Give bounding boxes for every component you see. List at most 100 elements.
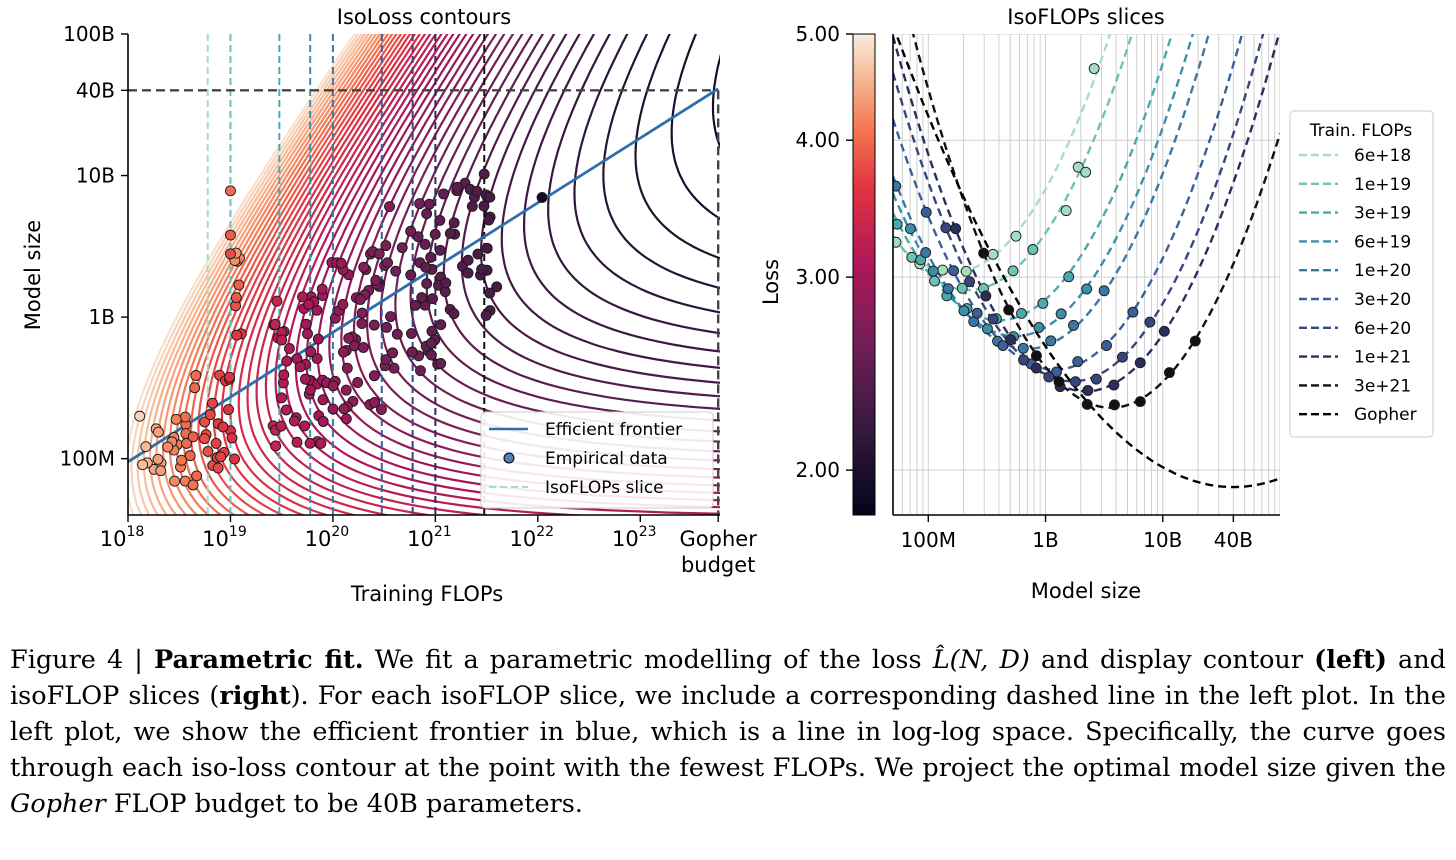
empirical-point bbox=[1134, 357, 1146, 369]
empirical-point bbox=[311, 353, 323, 364]
empirical-point bbox=[1068, 319, 1079, 331]
empirical-point bbox=[390, 265, 402, 277]
empirical-point bbox=[1116, 351, 1128, 363]
empirical-point bbox=[335, 257, 347, 269]
empirical-point bbox=[462, 267, 474, 279]
isoflop-curve bbox=[893, 34, 1112, 274]
caption-title: Parametric fit. bbox=[154, 645, 364, 675]
empirical-point bbox=[1053, 376, 1065, 388]
empirical-point bbox=[987, 248, 999, 260]
y-tick-label: 10B bbox=[76, 164, 115, 188]
iso-loss-contour bbox=[168, 34, 382, 515]
efficient-frontier bbox=[128, 87, 719, 464]
empirical-point bbox=[423, 198, 435, 210]
empirical-point bbox=[275, 420, 287, 432]
empirical-point bbox=[382, 257, 394, 269]
empirical-point bbox=[893, 227, 894, 234]
iso-loss-contour bbox=[573, 34, 720, 314]
empirical-point bbox=[134, 410, 146, 422]
left-chart-title: IsoLoss contours bbox=[337, 5, 511, 29]
empirical-point bbox=[981, 323, 993, 335]
legend-entry: 6e+20 bbox=[1354, 319, 1411, 339]
empirical-point bbox=[224, 371, 235, 383]
empirical-point bbox=[187, 479, 199, 491]
empirical-point bbox=[480, 309, 492, 321]
empirical-point bbox=[179, 411, 191, 423]
isoflop-curve bbox=[911, 34, 1280, 409]
caption-text-1: We fit a parametric modelling of the los… bbox=[363, 645, 933, 675]
empirical-point bbox=[305, 346, 317, 358]
empirical-point bbox=[354, 294, 366, 305]
empirical-point bbox=[370, 274, 382, 286]
empirical-point bbox=[190, 370, 202, 381]
empirical-point bbox=[358, 261, 370, 273]
empirical-point bbox=[223, 404, 234, 416]
x-tick-label: 100M bbox=[901, 528, 956, 552]
empirical-point bbox=[1030, 362, 1042, 374]
empirical-point bbox=[937, 264, 948, 276]
x-tick-label: 40B bbox=[1214, 528, 1253, 552]
y-tick-label: 1B bbox=[89, 305, 115, 329]
iso-loss-contour bbox=[500, 34, 720, 369]
empirical-point bbox=[155, 465, 167, 477]
empirical-point bbox=[304, 437, 316, 449]
x-tick-label: 1022 bbox=[510, 524, 555, 551]
left-legend: Efficient frontier Empirical data IsoFLO… bbox=[480, 411, 714, 509]
empirical-point bbox=[1080, 166, 1092, 178]
empirical-point bbox=[202, 445, 214, 457]
empirical-point bbox=[368, 370, 380, 382]
iso-loss-contour bbox=[547, 34, 720, 335]
left-y-ticks: 100M 1B 10B 40B 100B bbox=[60, 22, 128, 471]
empirical-point bbox=[929, 275, 940, 287]
empirical-point bbox=[356, 318, 368, 330]
empirical-point bbox=[226, 432, 238, 444]
empirical-point bbox=[1018, 354, 1030, 366]
empirical-point bbox=[278, 369, 290, 381]
empirical-point bbox=[387, 347, 399, 359]
empirical-point bbox=[280, 404, 292, 416]
empirical-point bbox=[294, 361, 306, 373]
empirical-point bbox=[225, 248, 236, 260]
right-y-axis-label: Loss bbox=[759, 259, 783, 305]
empirical-point bbox=[420, 261, 432, 273]
empirical-point bbox=[206, 397, 218, 409]
empirical-point bbox=[337, 346, 349, 358]
empirical-point bbox=[199, 416, 211, 428]
iso-loss-contour bbox=[294, 34, 720, 509]
x-tick-label: 1018 bbox=[100, 524, 145, 551]
empirical-point bbox=[1045, 335, 1057, 347]
empirical-point bbox=[1098, 285, 1110, 297]
empirical-point bbox=[212, 462, 224, 474]
empirical-point bbox=[406, 346, 418, 358]
legend-entry: Gopher bbox=[1354, 405, 1417, 425]
empirical-point bbox=[1134, 396, 1146, 408]
gopher-projection-lines bbox=[128, 89, 720, 515]
iso-loss-contour bbox=[711, 53, 720, 150]
empirical-point bbox=[357, 342, 369, 353]
empirical-point bbox=[425, 337, 437, 349]
isoflop-curve bbox=[893, 34, 1244, 371]
empirical-point bbox=[920, 206, 932, 218]
empirical-point bbox=[204, 409, 216, 421]
empirical-point bbox=[414, 365, 426, 377]
efficient-frontier-line bbox=[128, 87, 719, 464]
empirical-point bbox=[187, 431, 199, 443]
x-tick-label: 1019 bbox=[202, 524, 247, 551]
caption-left: (left) bbox=[1314, 645, 1387, 675]
empirical-point bbox=[471, 185, 483, 197]
iso-loss-contour bbox=[670, 34, 720, 220]
empirical-point bbox=[484, 191, 496, 203]
empirical-point bbox=[409, 299, 421, 311]
empirical-point bbox=[349, 340, 360, 352]
empirical-point bbox=[137, 459, 149, 471]
empirical-point bbox=[1101, 340, 1112, 351]
legend-entry: 1e+19 bbox=[1354, 175, 1411, 195]
empirical-point bbox=[381, 321, 392, 333]
isoflop-curve bbox=[893, 34, 1174, 322]
empirical-point bbox=[1033, 321, 1045, 333]
empirical-point bbox=[1081, 398, 1093, 410]
empirical-point bbox=[1072, 161, 1084, 173]
empirical-point bbox=[434, 244, 446, 256]
empirical-point bbox=[1090, 373, 1102, 385]
